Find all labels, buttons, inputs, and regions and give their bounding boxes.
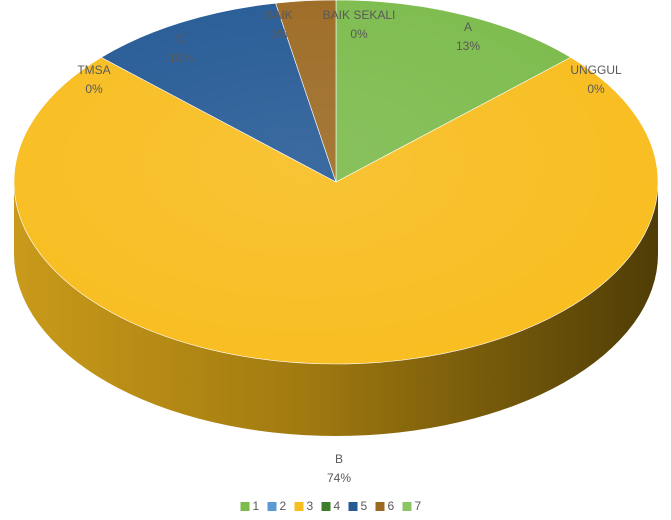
data-label-value-baik: 3% (270, 27, 288, 41)
data-label-value-c: 10% (169, 51, 193, 65)
legend-swatch-3 (294, 502, 304, 511)
legend-swatch-2 (267, 502, 277, 511)
pie-side (14, 182, 658, 436)
pie-side-wall (14, 182, 658, 436)
data-labels: A 13% UNGGUL 0% B 74% TMSA 0% C 10% BAIK 3% BAIK SEK… (77, 8, 622, 485)
data-label-c: C (177, 32, 186, 46)
legend-swatch-4 (321, 502, 331, 511)
data-label-value-unggul: 0% (587, 82, 605, 96)
legend-label-7: 7 (415, 499, 422, 513)
data-label-tmsa: TMSA (77, 63, 110, 77)
data-label-a: A (464, 20, 472, 34)
legend-swatch-5 (348, 502, 358, 511)
pie-slices (13, 0, 659, 365)
legend-label-1: 1 (253, 499, 260, 513)
data-label-b: B (335, 452, 343, 466)
legend-label-2: 2 (280, 499, 287, 513)
legend-swatch-7 (402, 502, 412, 511)
legend-label-5: 5 (361, 499, 368, 513)
data-label-value-a: 13% (456, 39, 480, 53)
legend: 1 2 3 4 5 6 7 (240, 499, 422, 513)
data-label-value-b: 74% (327, 471, 351, 485)
data-label-baik-sekali: BAIK SEKALI (323, 8, 396, 22)
legend-label-6: 6 (388, 499, 395, 513)
data-label-value-tmsa: 0% (85, 82, 103, 96)
legend-swatch-6 (375, 502, 385, 511)
legend-label-4: 4 (334, 499, 341, 513)
legend-label-3: 3 (307, 499, 314, 513)
data-label-baik: BAIK (265, 8, 292, 22)
data-label-unggul: UNGGUL (570, 63, 622, 77)
legend-swatch-1 (240, 502, 250, 511)
data-label-value-baik-sekali: 0% (350, 27, 368, 41)
